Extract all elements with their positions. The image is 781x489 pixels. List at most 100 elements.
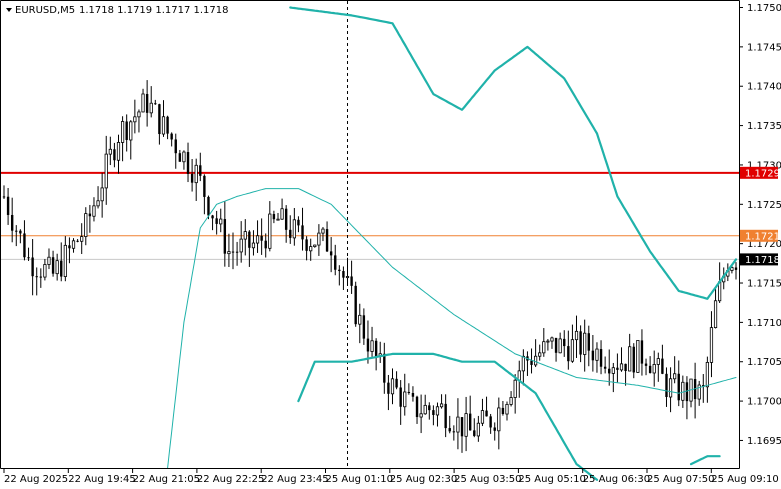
candle [113,142,116,168]
candle-body-bull [521,355,525,372]
chart-frame [0,0,740,469]
candle-body-bear [616,367,619,370]
candle-body-bull [92,205,96,217]
candle-body-bull [243,231,247,240]
candle-body-bull [480,410,485,424]
candle [407,383,411,395]
candle-body-bear [399,387,402,407]
envelope-lower-line [297,352,599,481]
candle-body-bull [419,413,423,418]
price-tick-label: 1.1740 [747,82,781,93]
candle [23,220,26,261]
candle [334,244,337,276]
candle-body-bull [673,373,677,380]
candle [321,227,325,242]
candle [60,242,63,282]
candle [542,328,546,357]
candle-body-bear [297,219,300,226]
candle [734,262,738,280]
candle-body-bull [345,276,350,279]
candle [35,267,38,296]
candle-body-bear [362,315,366,339]
candle-body-bear [563,338,566,347]
caret-down-icon[interactable] [6,8,12,12]
candle-body-bear [170,133,173,140]
candle [608,349,611,386]
candle [439,394,444,409]
candle-body-bear [289,229,292,238]
candle [709,311,714,378]
candle-body-bull [227,251,231,255]
candle [145,80,149,127]
candle [345,257,350,286]
candle [587,325,590,367]
candle [76,239,79,243]
candle [583,319,587,372]
candle-body-bull [280,208,284,220]
candle-body-bear [395,378,398,388]
candle [476,415,480,442]
candle-body-bull [268,213,272,249]
price-marker-last: 1.1718 [740,253,780,266]
candle-body-bear [35,276,38,278]
candles [2,80,738,453]
candle [636,340,640,373]
candle-body-bull [697,384,701,400]
time-tick-label: 25 Aug 09:10 [711,474,778,485]
candle [460,417,464,453]
candle [366,320,370,364]
candle-body-bear [68,245,71,249]
candle-body-bear [203,175,206,197]
candle [403,373,407,416]
candle [505,401,509,421]
price-axis[interactable]: 1.17501.17451.17401.17351.17301.17251.17… [739,3,781,447]
candle-body-bear [27,257,30,259]
candle [644,358,648,376]
candle-body-bear [145,93,149,113]
candle [39,268,43,288]
candle [616,353,619,383]
candle-body-bull [219,218,223,225]
candle [468,395,472,431]
candle [251,230,256,256]
candle [554,337,558,362]
candle [530,348,533,374]
candle-body-bear [23,233,26,258]
price-marker-label: 1.1721 [745,231,780,242]
time-tick-label: 22 Aug 23:45 [261,474,328,485]
candle [31,239,34,296]
candle [211,214,214,231]
candle [96,186,100,209]
candle [84,207,88,246]
candle [100,172,104,218]
candle [338,265,341,286]
candle [317,224,321,256]
candle [415,395,419,424]
time-tick-label: 25 Aug 07:50 [647,474,714,485]
moving-average-line [167,188,737,469]
candle-body-bear [632,346,635,373]
candle-body-bull [321,228,325,234]
price-tick-label: 1.1715 [747,279,781,290]
candle-body-bear [125,121,128,140]
candle-body-bear [260,235,263,241]
candle-body-bull [108,148,112,155]
candle [325,221,329,253]
plot-lines [1,1,739,468]
candle [43,258,47,281]
price-marker-box [740,253,778,266]
chart-header: EURUSD,M5 1.1718 1.1719 1.1717 1.1718 [6,5,229,16]
candle [329,237,333,273]
candle [19,229,22,244]
candle-body-bull [239,238,243,253]
candle [546,339,550,351]
candle [387,374,390,411]
indicators [167,6,738,481]
candle-body-bear [677,373,680,401]
candle-body-bull [292,219,296,239]
candle [480,398,485,427]
candle-body-bull [476,422,480,437]
